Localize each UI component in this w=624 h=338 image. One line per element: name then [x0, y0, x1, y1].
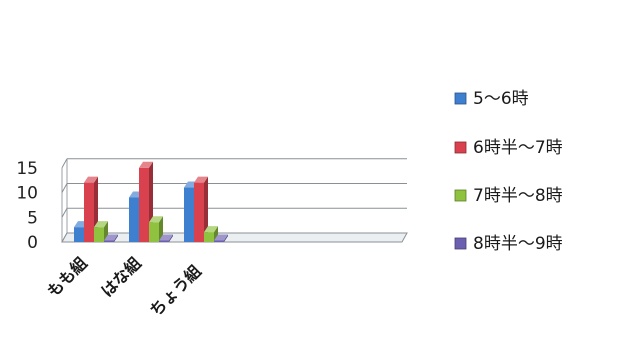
- bar-top: [194, 176, 208, 183]
- legend-swatch: [454, 237, 467, 250]
- bars-layer: [74, 161, 228, 242]
- bar-top: [149, 216, 163, 223]
- bar: [159, 234, 173, 242]
- bar-front: [194, 182, 204, 242]
- legend-label: 8時半～9時: [473, 234, 563, 254]
- x-category-label: ちょう組: [146, 261, 205, 320]
- legend-label: 5～6時: [473, 89, 529, 109]
- legend-item: 7時半～8時: [454, 186, 563, 206]
- y-tick-label: 10: [16, 184, 38, 204]
- bar-front: [74, 227, 84, 242]
- legend-label: 6時半～7時: [473, 138, 563, 158]
- grid-layer: [61, 158, 408, 243]
- bar-front: [94, 227, 104, 242]
- bar-side: [114, 234, 118, 242]
- x-category-label: はな組: [97, 253, 144, 300]
- gridline-diagonal: [61, 183, 68, 193]
- bar-top: [159, 234, 173, 241]
- gridline-diagonal: [61, 208, 68, 218]
- legend: 5～6時 6時半～7時 7時半～8時 8時半～9時: [454, 89, 563, 254]
- legend-item: 6時半～7時: [454, 138, 563, 158]
- bar-front: [84, 182, 94, 242]
- y-tick-label: 15: [16, 159, 38, 179]
- legend-item: 5～6時: [454, 89, 529, 109]
- bar-front: [104, 240, 114, 242]
- bar: [194, 176, 208, 242]
- y-tick-label: 0: [27, 233, 38, 253]
- gridline-diagonal: [61, 158, 68, 168]
- bar-top: [204, 226, 218, 233]
- bar-front: [214, 240, 224, 242]
- x-axis: もも組 はな組 ちょう組: [43, 253, 204, 320]
- bar: [214, 234, 228, 242]
- bar-side: [224, 234, 228, 242]
- bar-front: [204, 232, 214, 242]
- bar: [104, 234, 118, 242]
- legend-swatch: [454, 92, 467, 105]
- bar-top: [104, 234, 118, 241]
- legend-item: 8時半～9時: [454, 234, 563, 254]
- bar-side: [214, 226, 218, 242]
- bar-side: [169, 234, 173, 242]
- bar-top: [214, 234, 228, 241]
- y-tick-label: 5: [27, 208, 38, 228]
- bar-top: [139, 161, 153, 168]
- bar: [204, 226, 218, 242]
- legend-label: 7時半～8時: [473, 186, 563, 206]
- bar-side: [204, 176, 208, 242]
- y-axis: 0 5 10 15: [16, 159, 38, 253]
- legend-swatch: [454, 189, 467, 202]
- legend-swatch: [454, 141, 467, 154]
- bar-front: [129, 197, 139, 242]
- x-category-label: もも組: [43, 253, 90, 300]
- bar-front: [159, 240, 169, 242]
- bar-front: [149, 222, 159, 242]
- back-wall-edge: [61, 158, 68, 243]
- bar-front: [139, 167, 149, 242]
- bar: [149, 216, 163, 242]
- bar-front: [184, 187, 194, 242]
- bar-top: [84, 176, 98, 183]
- bar-side: [159, 216, 163, 242]
- bar-top: [94, 221, 108, 228]
